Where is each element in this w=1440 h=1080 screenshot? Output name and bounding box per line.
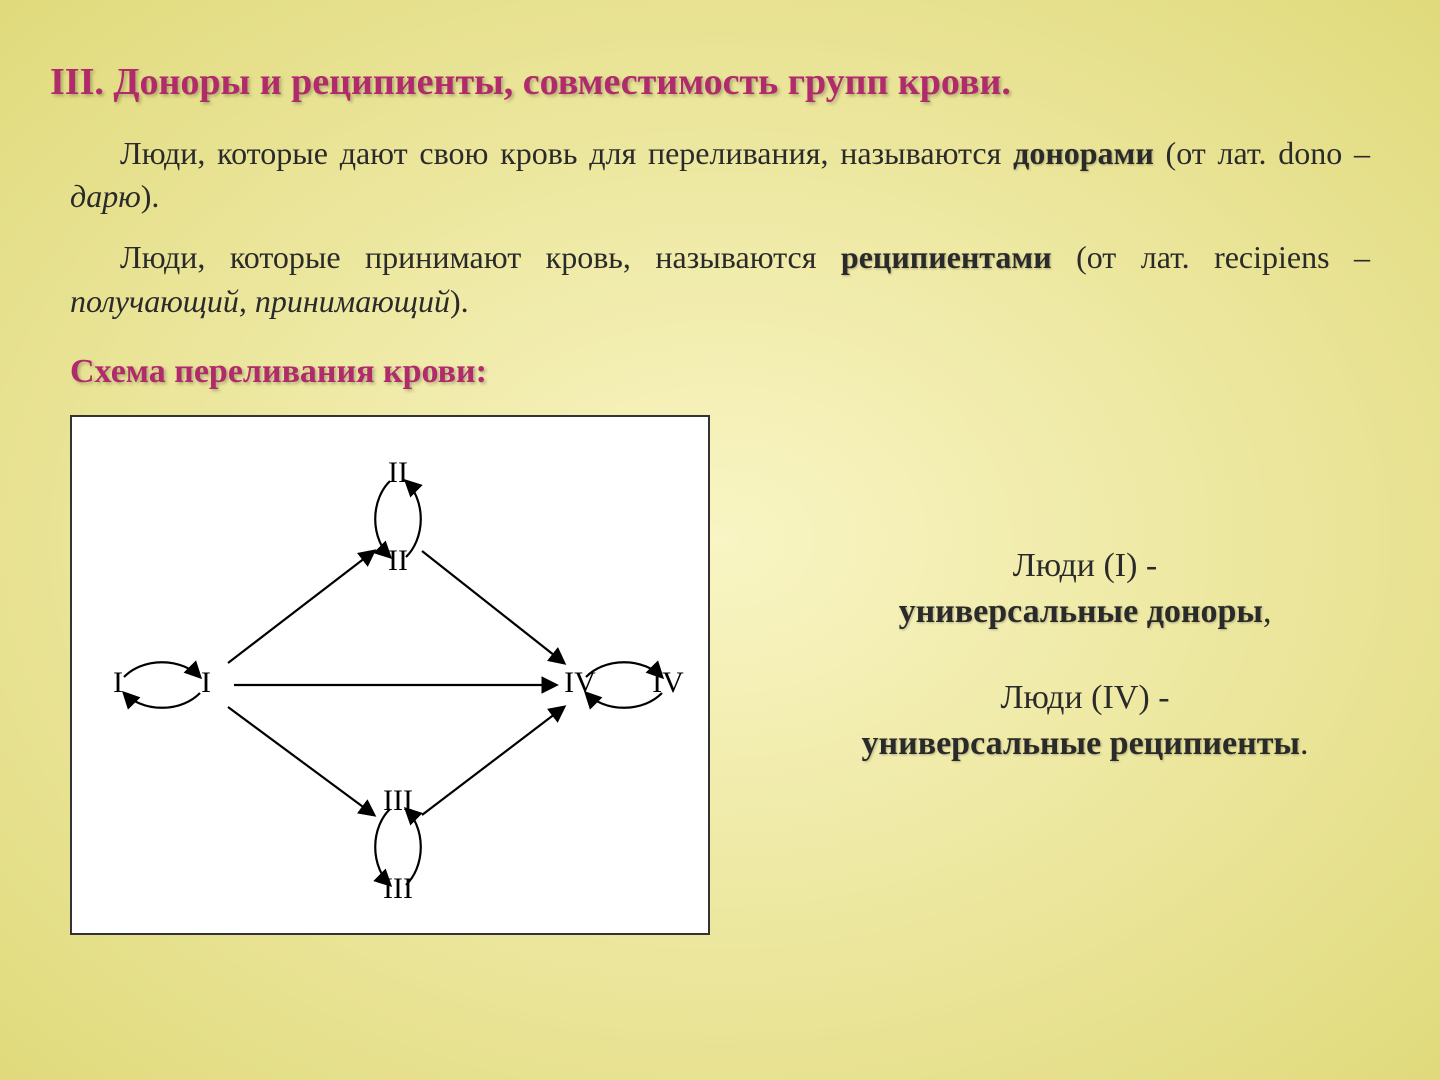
self-loop-arc (124, 662, 200, 677)
self-loop-arc (124, 693, 200, 708)
edge-arrow (422, 707, 564, 815)
p1-bold: донорами (1013, 135, 1154, 171)
r2-bold: универсальные реципиенты (862, 725, 1300, 762)
p1-pre: Люди, которые дают свою кровь для перели… (120, 135, 1013, 171)
node-label: I (201, 666, 211, 699)
r2-post: . (1300, 725, 1309, 762)
self-loop-arc (406, 481, 421, 557)
content-row: IIIIIIIIIIIIIVIV Люди (I) - универсальны… (70, 415, 1390, 935)
node-label: III (383, 784, 413, 817)
paragraph-recipients: Люди, которые принимают кровь, называютс… (70, 236, 1370, 322)
p1-mid: (от лат. dono – (1154, 135, 1370, 171)
blood-transfusion-diagram: IIIIIIIIIIIIIVIV (78, 423, 702, 927)
p2-italic: получающий, принимающий (70, 283, 450, 319)
r1-bold: универсальные доноры (899, 593, 1263, 630)
universal-recipient-block: Люди (IV) - универсальные реципиенты. (780, 675, 1390, 767)
edge-arrow (422, 551, 564, 663)
p2-bold: реципиентами (841, 239, 1052, 275)
slide-title: III. Доноры и реципиенты, совместимость … (50, 60, 1390, 104)
p1-post: ). (141, 178, 160, 214)
p2-post: ). (450, 283, 469, 319)
node-label: IV (652, 666, 684, 699)
universal-donor-block: Люди (I) - универсальные доноры, (780, 543, 1390, 635)
r1-line1: Люди (I) - (1013, 547, 1158, 584)
slide-root: III. Доноры и реципиенты, совместимость … (0, 0, 1440, 1080)
p2-mid: (от лат. recipiens – (1052, 239, 1370, 275)
diagram-frame: IIIIIIIIIIIIIVIV (70, 415, 710, 935)
edge-arrow (228, 707, 374, 815)
node-label: III (383, 872, 413, 905)
node-label: II (388, 456, 408, 489)
r2-line1: Люди (IV) - (1000, 679, 1169, 716)
p1-italic: дарю (70, 178, 141, 214)
diagram-subtitle: Схема переливания крови: (70, 353, 1390, 391)
paragraph-donors: Люди, которые дают свою кровь для перели… (70, 132, 1370, 218)
p2-pre: Люди, которые принимают кровь, называютс… (120, 239, 841, 275)
right-column: Люди (I) - универсальные доноры, Люди (I… (780, 543, 1390, 807)
node-label: II (388, 544, 408, 577)
node-label: IV (564, 666, 596, 699)
self-loop-arc (586, 693, 662, 708)
self-loop-arc (586, 662, 662, 677)
r1-post: , (1263, 593, 1272, 630)
node-label: I (113, 666, 123, 699)
edge-arrow (228, 551, 374, 663)
